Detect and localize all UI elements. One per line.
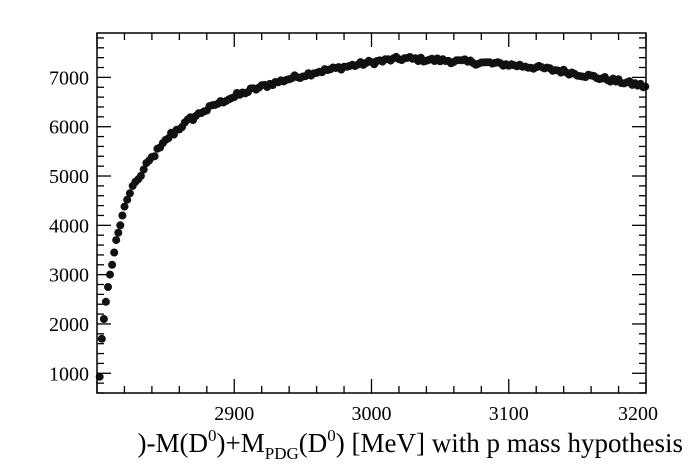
y-tick-label: 2000 xyxy=(49,314,89,336)
data-point xyxy=(125,189,134,198)
x-tick-label: 3100 xyxy=(489,403,529,425)
x-axis-label-part: (D xyxy=(299,428,328,458)
x-tick-labels: 2900 3000 3100 3200 xyxy=(214,403,658,425)
data-point xyxy=(139,165,148,174)
y-tick-label: 4000 xyxy=(49,215,89,237)
plot-frame xyxy=(96,32,647,394)
x-axis-label: )-M(D0)+MPDG(D0) [MeV] with p mass hypot… xyxy=(138,426,683,463)
x-tick-label: 2900 xyxy=(214,403,254,425)
x-axis-label-part: )+M xyxy=(217,428,265,458)
y-tick-label: 5000 xyxy=(49,166,89,188)
x-tick-label: 3000 xyxy=(352,403,392,425)
data-point xyxy=(123,195,132,204)
data-points xyxy=(95,52,650,381)
x-axis-label-part: PDG xyxy=(265,444,299,463)
y-tick-label: 1000 xyxy=(49,363,89,385)
data-point xyxy=(116,221,125,230)
x-axis-label-part: 0 xyxy=(327,426,336,445)
x-axis-label-part: ) [MeV] with p mass hypothesis xyxy=(336,428,683,458)
x-axis-label-part: 0 xyxy=(208,426,217,445)
x-axis-label-part: )-M(D xyxy=(138,428,208,458)
y-tick-label: 3000 xyxy=(49,265,89,287)
x-tick-label: 3200 xyxy=(618,403,658,425)
data-point xyxy=(136,171,145,180)
data-point xyxy=(99,315,108,323)
y-tick-labels: 1000 2000 3000 4000 5000 6000 7000 xyxy=(49,67,89,385)
y-tick-label: 6000 xyxy=(49,117,89,139)
data-point xyxy=(110,248,119,257)
data-point xyxy=(150,152,159,161)
data-point xyxy=(97,334,106,343)
data-point xyxy=(108,260,117,269)
data-point xyxy=(106,270,114,279)
data-point xyxy=(101,297,110,306)
data-point xyxy=(118,211,127,220)
data-point xyxy=(112,236,121,245)
data-point xyxy=(114,228,123,237)
y-tick-label: 7000 xyxy=(49,67,89,89)
data-point xyxy=(104,283,112,291)
data-point xyxy=(120,202,129,211)
